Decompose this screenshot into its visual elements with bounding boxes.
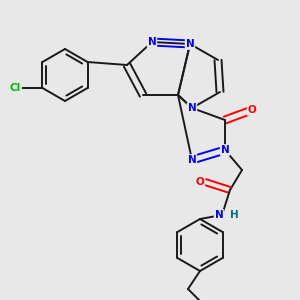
Text: Cl: Cl (10, 83, 21, 93)
Text: N: N (148, 37, 156, 47)
Text: N: N (214, 210, 224, 220)
Text: N: N (186, 39, 194, 49)
Text: N: N (188, 155, 196, 165)
Text: O: O (248, 105, 256, 115)
Text: N: N (188, 103, 196, 113)
Text: N: N (220, 145, 230, 155)
Text: H: H (230, 210, 238, 220)
Text: O: O (196, 177, 204, 187)
